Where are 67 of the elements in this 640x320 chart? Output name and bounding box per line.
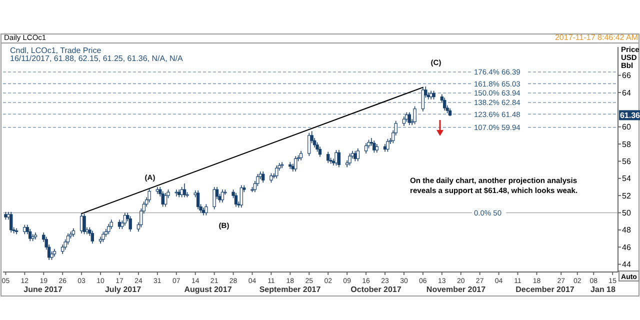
candlestick [10, 211, 13, 233]
candlestick [14, 228, 18, 235]
text: August 2017 [184, 285, 232, 294]
candlestick [443, 97, 446, 111]
y-tick-label: 54 [622, 174, 632, 184]
text: October 2017 [350, 285, 402, 294]
candlestick [161, 190, 164, 208]
candlestick [180, 186, 184, 198]
candlestick [234, 192, 238, 208]
candlestick [280, 162, 284, 168]
candlestick [261, 171, 265, 184]
candlestick [413, 106, 416, 125]
y-tick-label: 64 [622, 88, 632, 98]
candlestick [356, 148, 360, 162]
candlestick [337, 150, 341, 168]
text: Jan 18 [590, 285, 616, 294]
candlestick [128, 216, 132, 232]
candlestick [107, 224, 110, 235]
candlestick [28, 228, 32, 242]
candlestick [421, 86, 425, 112]
y-tick-label: 48 [622, 226, 632, 235]
text: November 2017 [426, 285, 486, 294]
candlestick [174, 189, 178, 197]
candlestick [408, 112, 411, 126]
candlestick [82, 213, 86, 235]
text: July 2017 [104, 285, 142, 294]
chart-subtitle: Cndl, LCOc1, Trade Price [10, 46, 102, 55]
candlestick [275, 165, 278, 179]
text: September 2017 [259, 285, 322, 294]
candlestick [354, 150, 357, 162]
text: December 2017 [516, 285, 575, 294]
candlestick [204, 204, 208, 216]
candlestick [364, 142, 368, 154]
text: June 2017 [24, 285, 63, 294]
candlestick [196, 190, 200, 210]
candlestick [123, 212, 127, 226]
annotation: 16/11/2017, 61.88, 62.15, 61.25, 61.36, N/A, N/A [10, 54, 184, 63]
y-tick-label: 58 [622, 140, 632, 149]
candlestick [334, 150, 338, 166]
candlestick [318, 146, 322, 158]
y-tick-label: 66 [622, 71, 632, 80]
candlestick [148, 188, 151, 203]
candlestick [348, 153, 352, 166]
candlestick [386, 138, 390, 152]
candlestick [102, 231, 105, 242]
candlestick [164, 192, 168, 208]
candlestick [240, 184, 244, 208]
text: 2017-11-17 8:46:42 AM [554, 33, 638, 42]
y-tick-label: 44 [622, 260, 632, 270]
candlestick [405, 112, 408, 122]
y-tick-label: 52 [622, 191, 632, 200]
candlestick [326, 151, 330, 164]
candlestick [90, 230, 94, 244]
annotation: 61.36 [620, 110, 640, 120]
y-tick-label: 50 [622, 208, 632, 218]
candlestick [294, 156, 298, 172]
y-tick-label: 46 [622, 242, 632, 252]
y-tick-label: 60 [622, 122, 632, 132]
candlestick [23, 224, 26, 235]
candlestick [212, 186, 216, 210]
candlestick [182, 183, 186, 198]
candlestick [270, 172, 273, 184]
y-tick-label: 56 [622, 157, 632, 166]
candlestick [372, 140, 376, 154]
candlestick [299, 150, 303, 161]
candlestick [402, 116, 406, 126]
candlestick [308, 132, 311, 156]
